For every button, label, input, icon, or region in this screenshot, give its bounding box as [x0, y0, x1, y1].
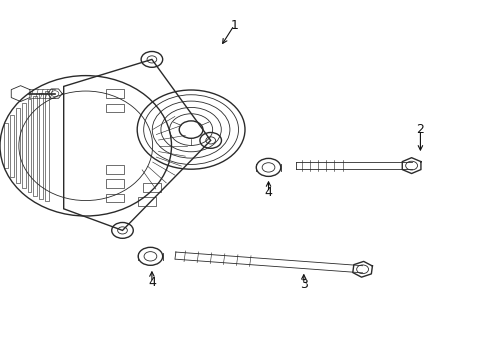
Text: 3: 3: [300, 278, 308, 291]
Text: 2: 2: [416, 123, 424, 136]
Text: 4: 4: [265, 186, 272, 199]
Text: 1: 1: [230, 19, 238, 32]
Text: 4: 4: [148, 276, 156, 289]
